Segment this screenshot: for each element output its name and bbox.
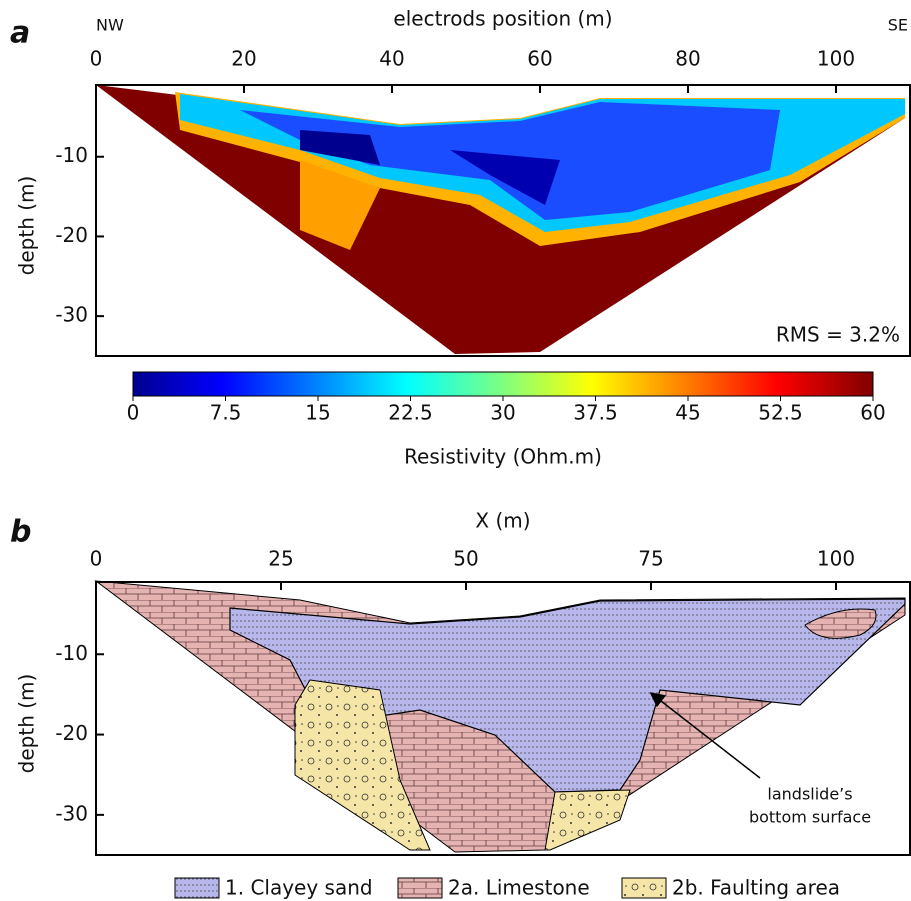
- annotation: RMS = 3.2%: [776, 323, 900, 347]
- colorbar-label: Resistivity (Ohm.m): [404, 445, 602, 469]
- legend-label: 2a. Limestone: [448, 876, 590, 900]
- x-tick-label: 100: [817, 547, 855, 571]
- legend-label: 2b. Faulting area: [672, 876, 840, 900]
- panel-label: b: [10, 515, 31, 550]
- colorbar-tick-label: 22.5: [388, 401, 433, 425]
- x-tick-label: 40: [379, 47, 404, 71]
- y-tick-label: -30: [55, 801, 88, 825]
- annotation: bottom surface: [749, 808, 871, 827]
- panel-label: a: [10, 16, 30, 51]
- axis-title: electrods position (m): [393, 7, 612, 31]
- geologic-section: [94, 580, 906, 853]
- y-tick-label: -20: [55, 223, 88, 247]
- x-tick-label: 75: [638, 547, 663, 571]
- x-tick-label: 80: [675, 47, 700, 71]
- colorbar-tick-label: 37.5: [573, 401, 618, 425]
- corner-label: NW: [96, 16, 124, 35]
- colorbar-tick-label: 30: [490, 401, 515, 425]
- colorbar-tick-label: 7.5: [210, 401, 242, 425]
- corner-label: SE: [888, 16, 908, 35]
- x-tick-label: 50: [453, 547, 478, 571]
- y-tick-label: -10: [55, 143, 88, 167]
- frame: [95, 581, 911, 856]
- axis-title: X (m): [475, 509, 530, 533]
- x-tick-label: 25: [268, 547, 293, 571]
- x-tick-label: 100: [817, 47, 855, 71]
- colorbar-tick-label: 52.5: [758, 401, 803, 425]
- colorbar-tick-label: 15: [305, 401, 330, 425]
- colorbar-tick-label: 0: [127, 401, 140, 425]
- y-tick-label: -30: [55, 303, 88, 327]
- y-axis-label: depth (m): [15, 176, 39, 276]
- legend-label: 1. Clayey sand: [225, 876, 373, 900]
- y-tick-label: -10: [55, 641, 88, 665]
- resistivity-section: [96, 85, 905, 354]
- frame: [95, 84, 911, 357]
- annotation: landslide’s: [767, 785, 852, 804]
- x-tick-label: 20: [231, 47, 256, 71]
- x-tick-label: 60: [527, 47, 552, 71]
- colorbar-tick-label: 45: [675, 401, 700, 425]
- colorbar-tick-label: 60: [860, 401, 885, 425]
- legend: [174, 877, 667, 899]
- x-tick-label: 0: [90, 547, 103, 571]
- y-axis-label: depth (m): [15, 674, 39, 774]
- x-tick-label: 0: [90, 47, 103, 71]
- colorbar: [132, 371, 874, 397]
- y-tick-label: -20: [55, 721, 88, 745]
